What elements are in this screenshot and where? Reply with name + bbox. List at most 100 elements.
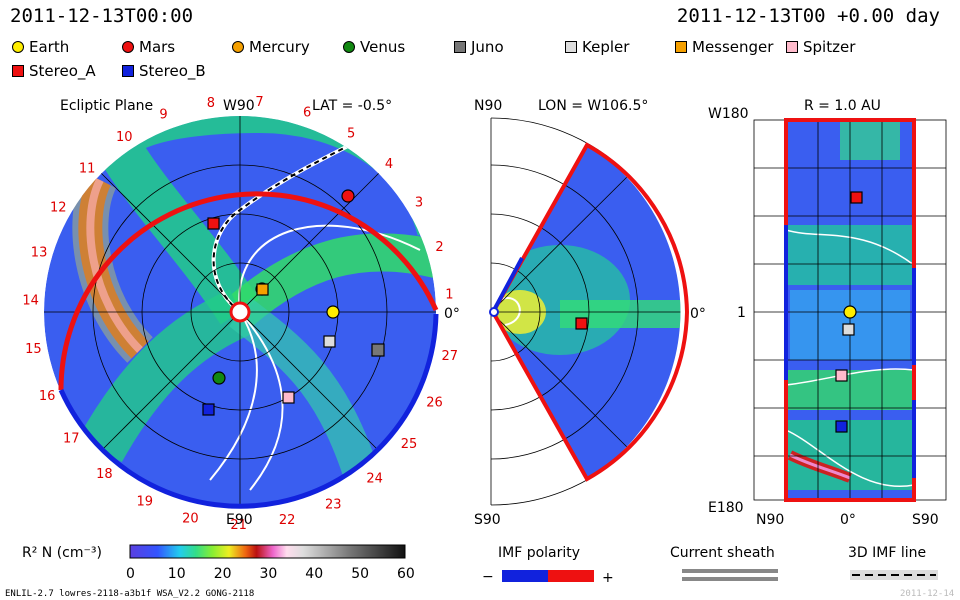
carrington-label: 20 <box>182 512 199 527</box>
r-surface-dense-core <box>789 453 851 480</box>
current-sheet-line <box>238 224 421 313</box>
marker-earth-surface <box>843 305 857 319</box>
carrington-label: 17 <box>63 431 80 446</box>
meridional-wedge-border <box>490 142 690 482</box>
r-surface-bottom-label-n: N90 <box>756 512 784 528</box>
current-sheet-line <box>786 429 914 488</box>
colorbar-label: R² N (cm⁻³) <box>22 545 102 561</box>
carrington-label: 16 <box>39 389 56 404</box>
legend-item-mercury: Mercury <box>232 38 310 56</box>
carrington-label: 10 <box>116 130 133 145</box>
carrington-label: 23 <box>325 498 342 513</box>
marker-kepler <box>323 335 336 348</box>
ecliptic-top-label: W90 <box>223 98 255 114</box>
marker-stereo-b <box>202 403 215 416</box>
current-sheath-swatch <box>682 577 778 581</box>
legend-item-juno: Juno <box>454 38 504 56</box>
carrington-label: 26 <box>426 396 443 411</box>
carrington-label: 1 <box>445 288 453 303</box>
r-surface-mid-left-label: 1 <box>737 305 746 321</box>
colorbar: R² N (cm⁻³) 0 10 20 30 40 50 60 <box>22 544 415 582</box>
polarity-rim-positive <box>58 191 439 391</box>
ecliptic-zero-label: 0° <box>444 306 460 322</box>
dense-band-halo <box>72 171 154 363</box>
meridional-neg-edge <box>491 257 524 313</box>
legend-item-spitzer: Spitzer <box>786 38 855 56</box>
carrington-label: 6 <box>303 106 311 121</box>
current-sheath-swatch <box>682 569 778 573</box>
r-surface-r-label: R = 1.0 AU <box>804 98 881 114</box>
legend-item-stereo-b: Stereo_B <box>122 62 206 80</box>
colorbar-tick-label: 50 <box>351 566 369 582</box>
imf-polarity-positive-swatch <box>548 570 594 582</box>
carrington-label: 22 <box>279 513 296 528</box>
imf-line-title: 3D IMF line <box>848 545 926 561</box>
carrington-label: 15 <box>25 342 42 357</box>
meridional-top-label: N90 <box>474 98 502 114</box>
marker-stereo-a <box>207 217 220 230</box>
footer-right: 2011-12-14 <box>900 589 954 599</box>
r-surface-stream <box>840 120 900 160</box>
legend-item-mars: Mars <box>122 38 175 56</box>
carrington-label: 11 <box>79 162 96 177</box>
carrington-label: 2 <box>435 240 443 255</box>
colorbar-tick-label: 10 <box>168 566 186 582</box>
legend-item-kepler: Kepler <box>565 38 629 56</box>
marker-mars <box>341 189 355 203</box>
meridional-lon-label: LON = W106.5° <box>538 98 648 114</box>
colorbar-tick-label: 60 <box>397 566 415 582</box>
legend-item-messenger: Messenger <box>675 38 773 56</box>
current-sheath-legend: Current sheath <box>670 545 778 581</box>
sun-icon <box>489 307 499 317</box>
colorbar-tick-label: 20 <box>214 566 232 582</box>
imf-polarity-plus: + <box>602 570 614 586</box>
r-surface-panel: R = 1.0 AU W180 E180 1 N90 0° S90 <box>708 98 947 528</box>
carrington-label: 4 <box>385 157 393 172</box>
r-surface-bottom-label-zero: 0° <box>840 512 856 528</box>
current-sheath-title: Current sheath <box>670 545 775 561</box>
marker-venus <box>212 371 226 385</box>
current-sheet-line <box>786 229 914 266</box>
carrington-label: 18 <box>96 467 113 482</box>
imf-polarity-negative-swatch <box>502 570 548 582</box>
r-surface-top-left-label: W180 <box>708 106 749 122</box>
current-sheet-line <box>239 311 284 491</box>
carrington-label: 5 <box>347 127 355 142</box>
carrington-label: 3 <box>415 196 423 211</box>
timestamp-left: 2011-12-13T00:00 <box>10 5 194 27</box>
marker-juno <box>371 343 385 357</box>
colorbar-tick-label: 0 <box>126 566 135 582</box>
legend-item-stereo-a: Stereo_A <box>12 62 96 80</box>
carrington-label: 7 <box>255 95 263 110</box>
carrington-label: 19 <box>137 494 154 509</box>
marker-stereo-a-surface <box>850 191 863 204</box>
legend: Earth Mars Mercury Venus Juno Kepler Mes… <box>0 38 960 84</box>
marker-stereo-a-meridional <box>575 317 588 330</box>
colorbar-ticks: 0 10 20 30 40 50 60 <box>126 566 415 582</box>
r-surface-bottom-label-s: S90 <box>912 512 939 528</box>
ecliptic-lat-label: LAT = -0.5° <box>312 98 392 114</box>
marker-spitzer <box>282 391 295 404</box>
timestamp-right: 2011-12-13T00 +0.00 day <box>676 5 940 27</box>
carrington-label: 9 <box>159 108 167 123</box>
ecliptic-bottom-label: E90 <box>226 512 253 528</box>
meridional-zero-label: 0° <box>690 306 706 322</box>
sun-icon <box>229 301 251 323</box>
imf-line-legend: 3D IMF line <box>848 545 938 580</box>
meridional-panel: N90 LON = W106.5° S90 0° <box>474 98 706 528</box>
imf-polarity-title: IMF polarity <box>498 545 580 561</box>
stream-band <box>229 297 378 476</box>
carrington-label: 8 <box>207 96 215 111</box>
carrington-label: 12 <box>50 201 67 216</box>
ecliptic-title: Ecliptic Plane <box>60 98 153 114</box>
carrington-label: 25 <box>401 437 418 452</box>
marker-messenger <box>256 283 269 296</box>
marker-earth <box>326 305 340 319</box>
footer-left: ENLIL-2.7 lowres-2118-a3b1f WSA_V2.2 GON… <box>5 589 254 599</box>
meridional-bottom-label: S90 <box>474 512 501 528</box>
carrington-label: 13 <box>31 246 48 261</box>
legend-item-earth: Earth <box>12 38 69 56</box>
